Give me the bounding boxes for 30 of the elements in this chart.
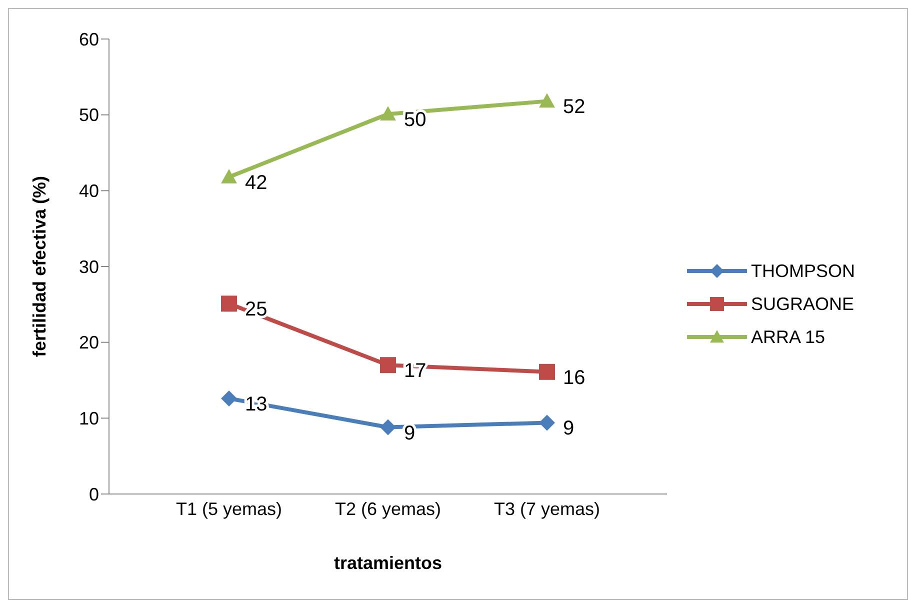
data-label: 9 [404, 422, 416, 444]
y-tick-label: 50 [78, 105, 99, 126]
x-axis-title: tratamientos [334, 553, 442, 573]
x-tick-label: T3 (7 yemas) [494, 498, 600, 519]
point [221, 296, 237, 312]
data-label: 42 [245, 172, 268, 194]
data-label: 16 [563, 366, 586, 389]
point [539, 93, 555, 108]
point [380, 419, 396, 436]
legend-label: ARRA 15 [751, 326, 826, 348]
point [539, 364, 555, 380]
y-tick-label: 60 [78, 29, 99, 50]
point [380, 357, 396, 374]
y-tick-label: 10 [78, 408, 99, 429]
legend-label: SUGRAONE [751, 294, 854, 314]
data-label: 52 [563, 96, 586, 118]
x-tick-label: T2 (6 yemas) [334, 498, 442, 519]
y-tick-label: 0 [88, 484, 99, 504]
point [221, 169, 237, 184]
y-tick-label: 40 [78, 181, 99, 202]
x-tick-label: T1 (5 yemas) [176, 498, 282, 519]
y-axis-title: fertilidad efectiva (%) [29, 176, 50, 358]
data-label: 50 [404, 109, 426, 132]
point [221, 390, 237, 406]
data-label: 9 [563, 418, 574, 440]
legend-label: THOMPSON [751, 260, 856, 282]
point [539, 414, 555, 431]
y-tick-label: 20 [78, 332, 99, 353]
y-tick-label: 30 [78, 256, 99, 277]
point [380, 106, 396, 120]
